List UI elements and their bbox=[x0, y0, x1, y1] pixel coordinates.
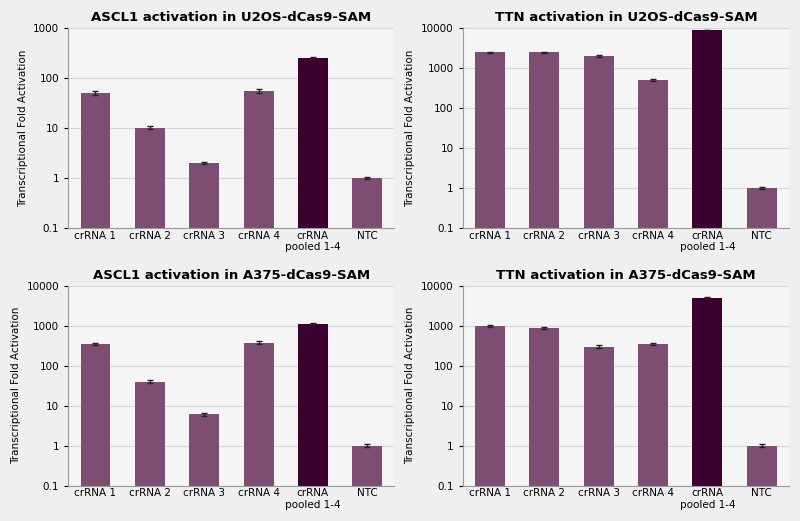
Bar bbox=[81, 344, 110, 521]
Title: ASCL1 activation in U2OS-dCas9-SAM: ASCL1 activation in U2OS-dCas9-SAM bbox=[91, 11, 371, 24]
Bar bbox=[584, 346, 614, 521]
Bar bbox=[190, 163, 219, 521]
Title: TTN activation in U2OS-dCas9-SAM: TTN activation in U2OS-dCas9-SAM bbox=[494, 11, 757, 24]
Title: TTN activation in A375-dCas9-SAM: TTN activation in A375-dCas9-SAM bbox=[496, 269, 756, 282]
Bar bbox=[475, 52, 505, 521]
Y-axis label: Transcriptional Fold Activation: Transcriptional Fold Activation bbox=[11, 307, 21, 464]
Bar bbox=[135, 381, 165, 521]
Bar bbox=[475, 326, 505, 521]
Bar bbox=[190, 415, 219, 521]
Bar bbox=[584, 56, 614, 521]
Bar bbox=[81, 93, 110, 521]
Bar bbox=[638, 80, 668, 521]
Bar bbox=[746, 188, 777, 521]
Bar bbox=[530, 328, 559, 521]
Bar bbox=[352, 445, 382, 521]
Y-axis label: Transcriptional Fold Activation: Transcriptional Fold Activation bbox=[18, 49, 28, 207]
Bar bbox=[638, 344, 668, 521]
Bar bbox=[298, 324, 328, 521]
Title: ASCL1 activation in A375-dCas9-SAM: ASCL1 activation in A375-dCas9-SAM bbox=[93, 269, 370, 282]
Bar bbox=[530, 52, 559, 521]
Bar bbox=[298, 58, 328, 521]
Bar bbox=[693, 298, 722, 521]
Bar bbox=[244, 91, 274, 521]
Bar bbox=[135, 128, 165, 521]
Y-axis label: Transcriptional Fold Activation: Transcriptional Fold Activation bbox=[406, 307, 415, 464]
Bar bbox=[352, 178, 382, 521]
Bar bbox=[244, 342, 274, 521]
Y-axis label: Transcriptional Fold Activation: Transcriptional Fold Activation bbox=[406, 49, 415, 207]
Bar bbox=[693, 30, 722, 521]
Bar bbox=[746, 445, 777, 521]
